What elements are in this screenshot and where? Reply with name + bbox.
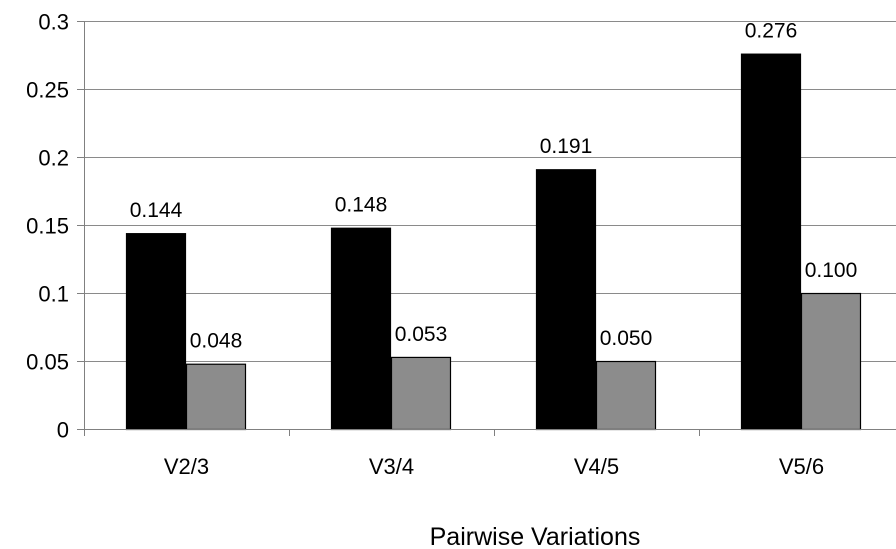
data-label: 0.144: [130, 199, 183, 222]
bar: [800, 292, 862, 431]
data-label: 0.048: [190, 330, 243, 353]
data-label: 0.191: [540, 135, 593, 158]
x-axis-title: Pairwise Variations: [430, 523, 641, 549]
bar: [185, 363, 247, 431]
bar: [390, 356, 452, 431]
y-axis-ticks: 0 0.05 0.1 0.15 0.2 0.25 0.3: [26, 10, 84, 443]
y-tick-label: 0.05: [26, 350, 69, 375]
data-label: 0.100: [805, 259, 858, 282]
bar: [535, 169, 597, 431]
x-tick-label: V2/3: [164, 454, 209, 479]
y-tick-label: 0.15: [26, 214, 69, 239]
data-label: 0.148: [335, 194, 388, 217]
data-label: 0.053: [395, 323, 448, 346]
data-label: 0.050: [600, 327, 653, 350]
bars: [125, 53, 862, 431]
x-tick-label: V5/6: [779, 454, 824, 479]
y-tick-label: 0.1: [38, 282, 69, 307]
y-tick-label: 0.3: [38, 10, 69, 35]
bar: [125, 233, 187, 431]
data-labels: 0.144 0.148 0.191 0.276 0.048 0.053 0.050 0.100: [130, 20, 858, 353]
y-tick-label: 0.25: [26, 78, 69, 103]
axes: [84, 21, 896, 430]
bar: [740, 53, 802, 431]
x-tick-label: V4/5: [574, 454, 619, 479]
data-label: 0.276: [745, 20, 798, 43]
x-axis-ticks: V2/3 V3/4 V4/5 V5/6: [84, 429, 824, 479]
bar: [595, 360, 657, 431]
y-tick-label: 0: [57, 418, 69, 443]
x-tick-label: V3/4: [369, 454, 414, 479]
y-tick-label: 0.2: [38, 146, 69, 171]
bar: [330, 227, 392, 431]
